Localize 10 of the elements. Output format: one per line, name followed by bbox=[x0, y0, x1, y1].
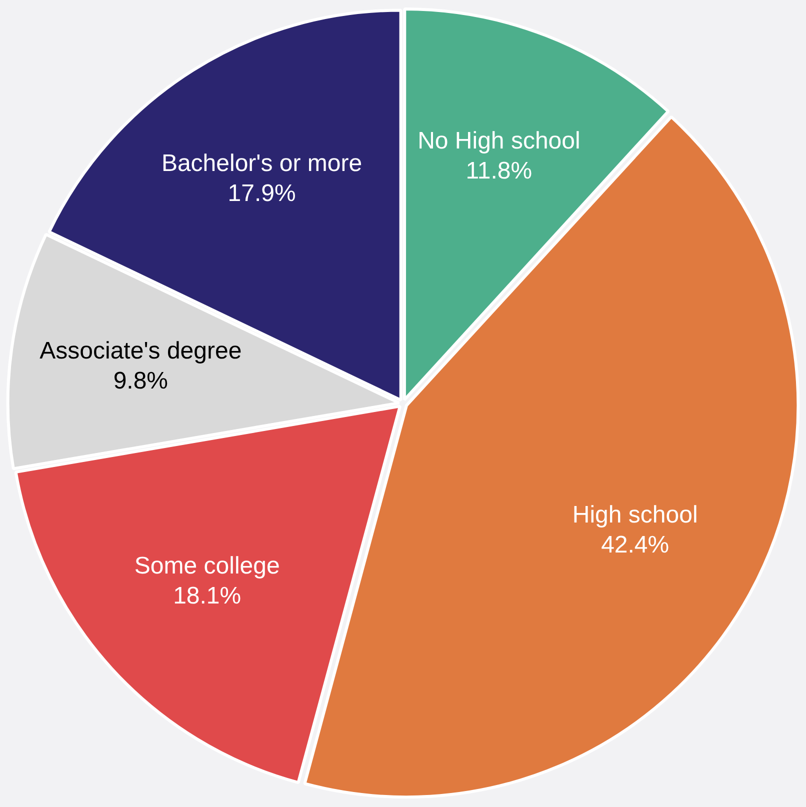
slice-label: Some college bbox=[134, 552, 280, 580]
slice-label: Associate's degree bbox=[40, 338, 242, 365]
slice-label: High school bbox=[572, 502, 698, 529]
data-label: 11.8% bbox=[466, 157, 532, 184]
slice-label: Bachelor's or more bbox=[161, 150, 362, 178]
slice-label: No High school bbox=[418, 127, 580, 154]
data-label: 9.8% bbox=[113, 368, 168, 395]
data-label: 17.9% bbox=[228, 180, 296, 208]
data-label: 42.4% bbox=[601, 532, 670, 559]
data-label: 18.1% bbox=[173, 582, 242, 610]
